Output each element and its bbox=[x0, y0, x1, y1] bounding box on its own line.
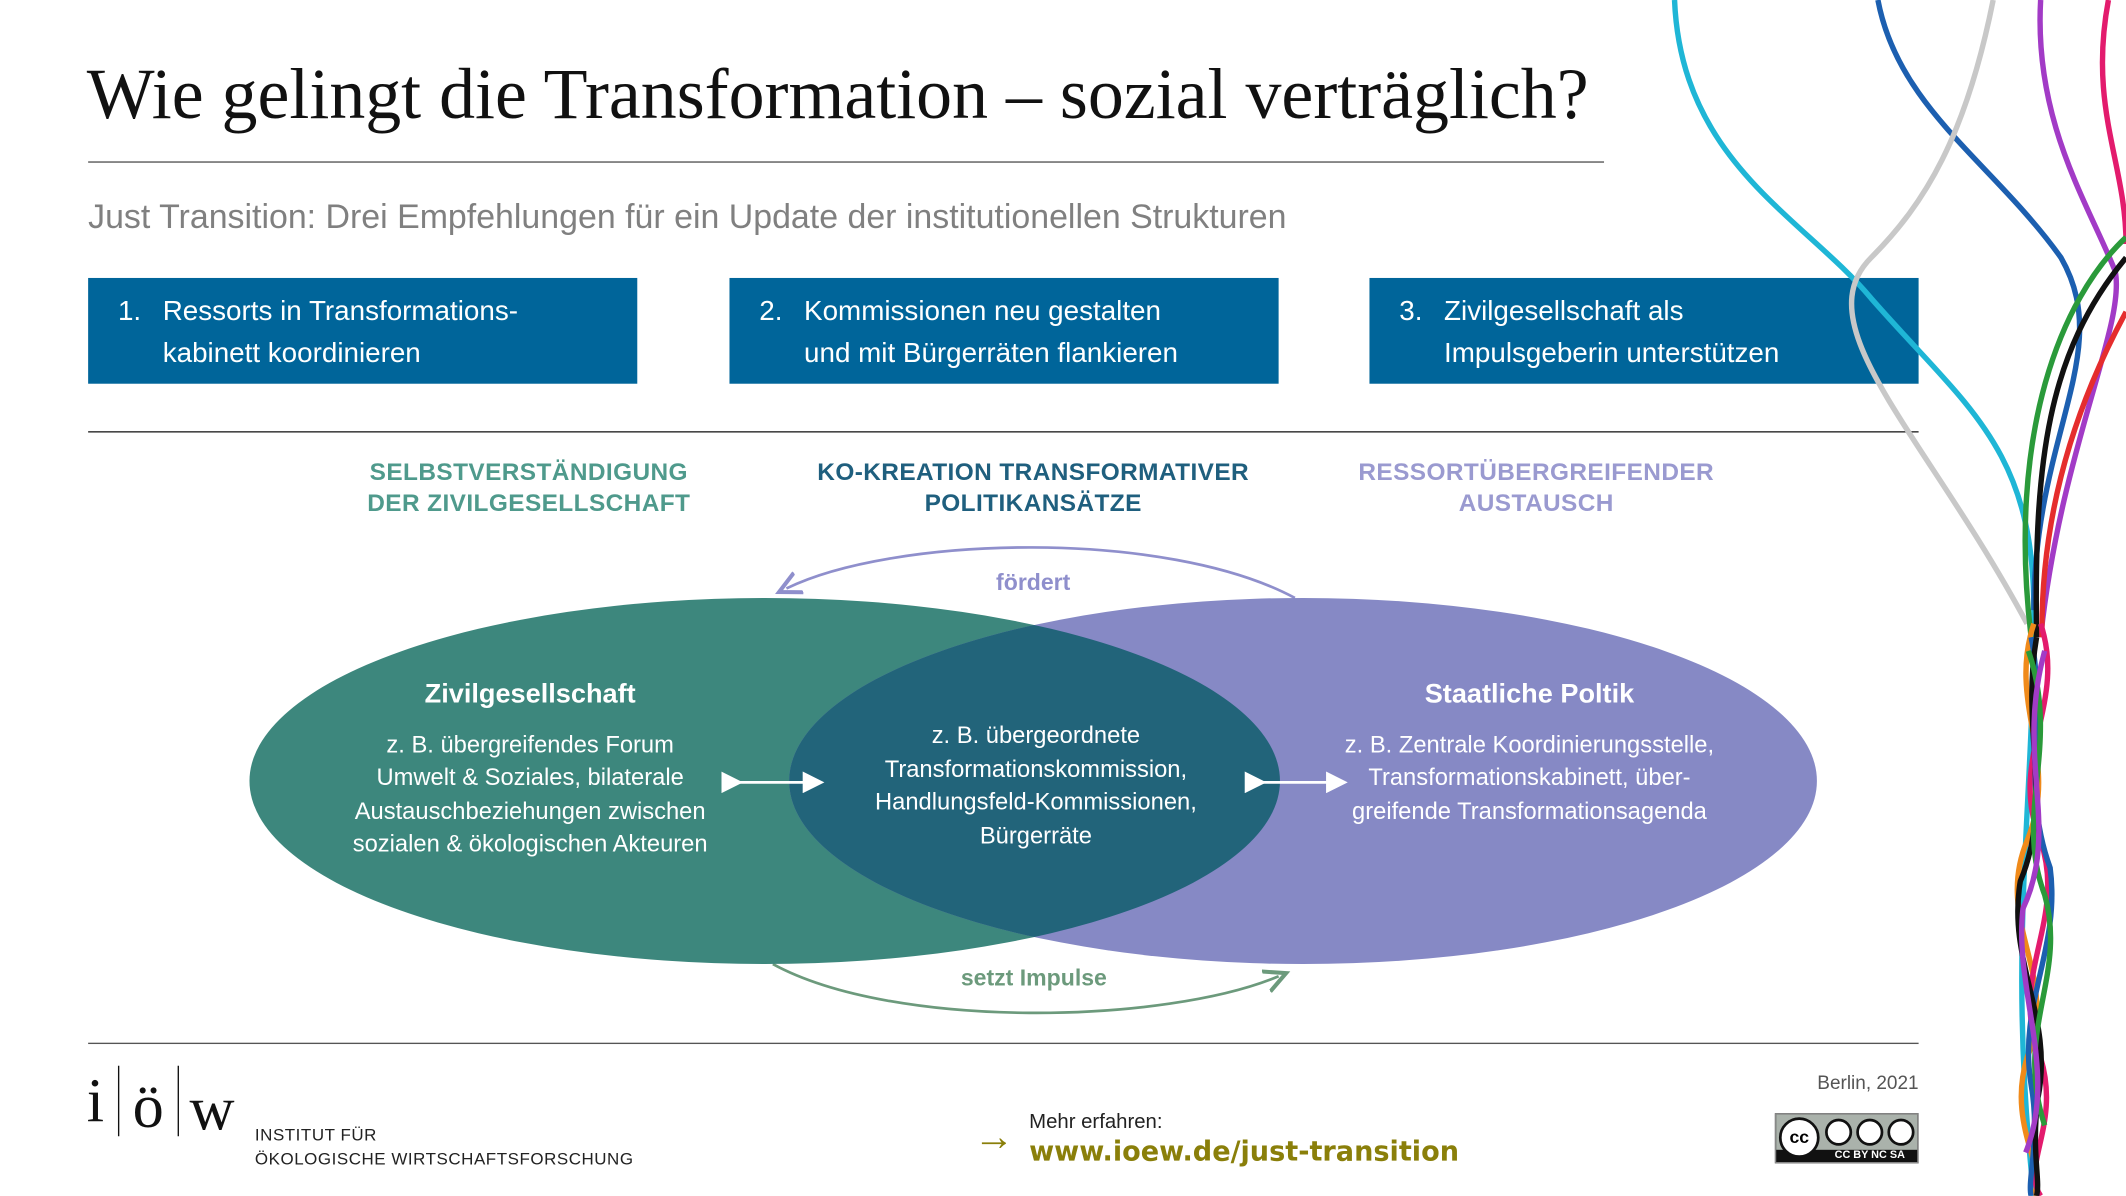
subtitle: Just Transition: Drei Empfehlungen für e… bbox=[88, 197, 1287, 236]
by-icon bbox=[1825, 1118, 1853, 1146]
recommendation-text: Zivilgesellschaft als bbox=[1444, 295, 1684, 327]
date-label: Berlin, 2021 bbox=[1817, 1071, 1919, 1093]
overlap-ellipse bbox=[789, 597, 1280, 965]
recommendation-number: 3. bbox=[1399, 295, 1423, 327]
civil-society-label: Zivilgesellschaft z. B. übergreifendes F… bbox=[312, 678, 749, 860]
title-divider bbox=[88, 161, 1605, 163]
state-policy-title: Staatliche Poltik bbox=[1424, 679, 1635, 710]
bottom-arrow-curve bbox=[772, 962, 1279, 1015]
more-label: Mehr erfahren: bbox=[1029, 1110, 1163, 1134]
cc-icon: cc bbox=[1778, 1117, 1820, 1158]
heading-civil-society: SELBSTVERSTÄNDIGUNG DER ZIVILGESELLSCHAFT bbox=[367, 458, 691, 517]
heading-co-creation: KO-KREATION TRANSFORMATIVER POLITIKANSÄTZ… bbox=[817, 458, 1250, 517]
recommendation-text: Kommissionen neu gestalten bbox=[804, 295, 1161, 327]
institute-name: INSTITUT FÜR ÖKOLOGISCHE WIRTSCHAFTSFORSC… bbox=[254, 1125, 634, 1169]
recommendation-number: 1. bbox=[117, 295, 142, 327]
cc-license-badge: cc CC BY NC SA bbox=[1774, 1113, 1919, 1164]
arrow-right-icon: → bbox=[973, 1114, 1015, 1160]
recommendation-1: 1. Ressorts in Transformations-kabinett … bbox=[88, 277, 638, 384]
footer-divider bbox=[88, 1042, 1919, 1045]
nc-icon bbox=[1856, 1118, 1884, 1146]
recommendation-text: kabinett koordinieren bbox=[162, 337, 421, 369]
bottom-arrow-label: setzt Impulse bbox=[960, 965, 1107, 992]
more-link[interactable]: www.ioew.de/just-transition bbox=[1029, 1134, 1460, 1168]
recommendation-2: 2. Kommissionen neu gestalten und mit Bür… bbox=[729, 277, 1279, 384]
state-policy-label: Staatliche Poltik z. B. Zentrale Koordin… bbox=[1302, 678, 1758, 827]
recommendation-number: 2. bbox=[759, 295, 783, 327]
civil-society-title: Zivilgesellschaft bbox=[424, 679, 636, 710]
sa-icon bbox=[1887, 1118, 1915, 1146]
license-text: CC BY NC SA bbox=[1834, 1148, 1905, 1161]
top-arrow-curve bbox=[786, 546, 1296, 600]
ropes-decoration bbox=[1671, 0, 2126, 1196]
recommendation-3: 3. Zivilgesellschaft als Impulsgeberin un… bbox=[1369, 277, 1919, 384]
top-arrow-label: fördert bbox=[996, 569, 1071, 596]
heading-cross-department: RESSORTÜBERGREIFENDER AUSTAUSCH bbox=[1358, 458, 1715, 517]
page-title: Wie gelingt die Transformation – sozial … bbox=[86, 55, 1589, 135]
recommendation-text: Impulsgeberin unterstützen bbox=[1444, 337, 1780, 369]
recommendation-text: Ressorts in Transformations- bbox=[162, 295, 518, 327]
section-divider bbox=[88, 431, 1919, 433]
recommendation-text: und mit Bürgerräten flankieren bbox=[804, 337, 1178, 369]
overlap-label: z. B. übergeordnete Transformationskommis… bbox=[875, 721, 1197, 849]
